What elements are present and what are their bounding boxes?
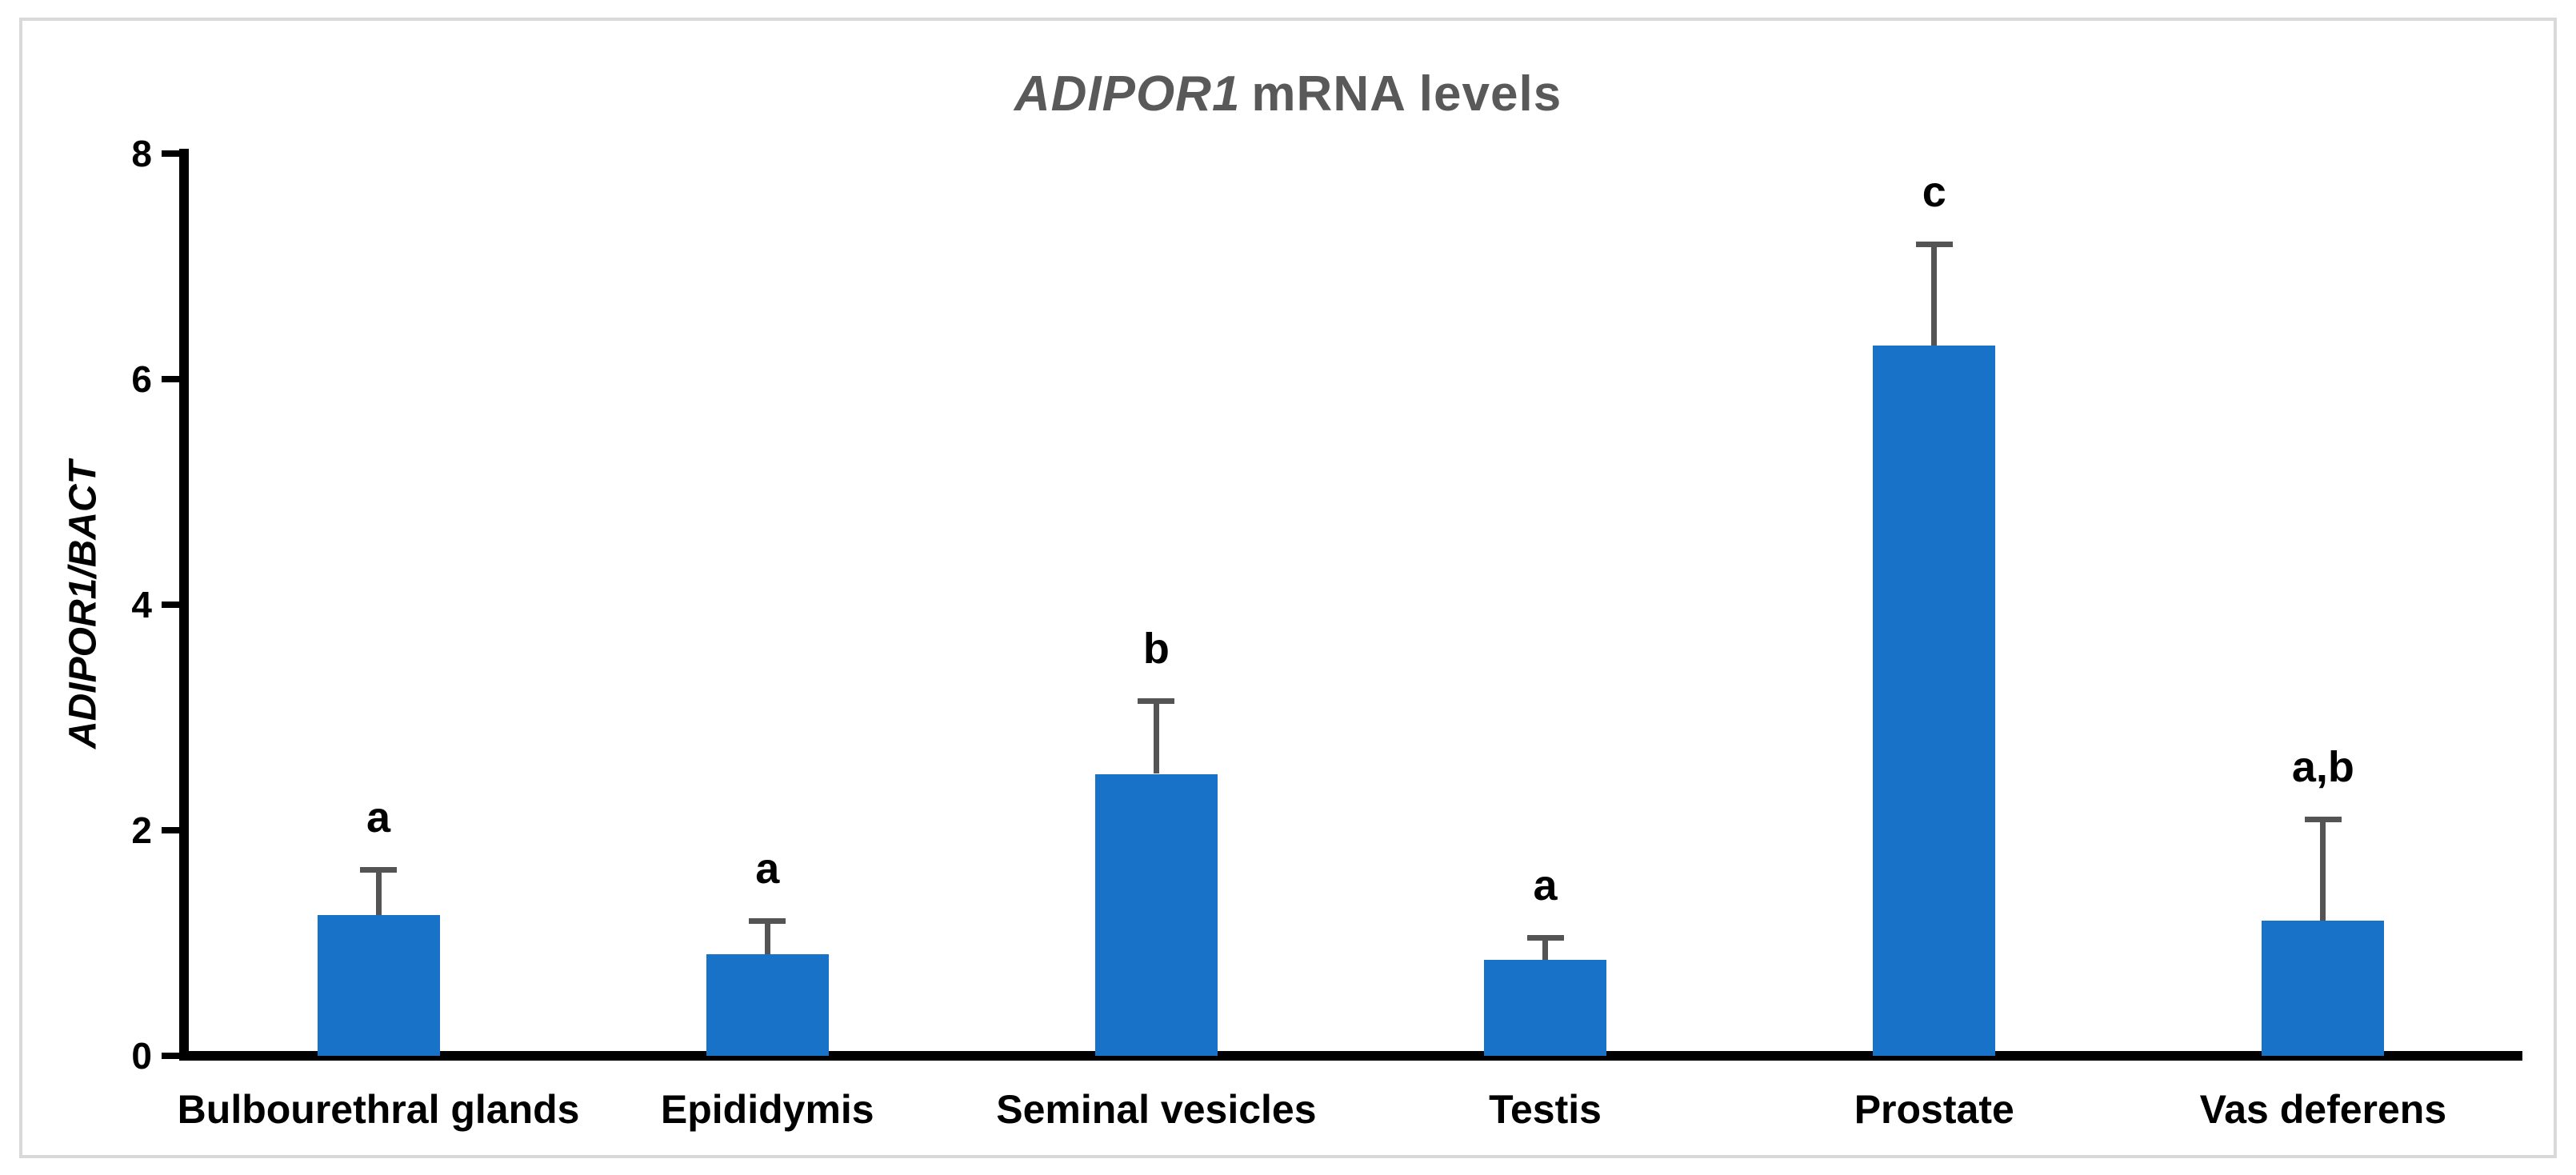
y-tick bbox=[162, 1053, 179, 1059]
error-bar-stem bbox=[2320, 818, 2326, 921]
y-tick bbox=[162, 827, 179, 833]
y-tick bbox=[162, 150, 179, 157]
error-bar-cap bbox=[360, 867, 398, 873]
bar bbox=[317, 914, 440, 1056]
y-tick-label: 6 bbox=[131, 358, 152, 400]
significance-letter: a bbox=[755, 844, 780, 893]
bar bbox=[2262, 920, 2385, 1056]
y-tick-label: 8 bbox=[131, 133, 152, 174]
significance-letter: c bbox=[1922, 167, 1946, 216]
category-label: Vas deferens bbox=[2199, 1087, 2447, 1132]
category-label: Prostate bbox=[1854, 1087, 2014, 1132]
y-axis-line bbox=[179, 149, 189, 1061]
y-tick bbox=[162, 601, 179, 608]
significance-letter: a bbox=[366, 793, 391, 842]
error-bar-stem bbox=[1542, 937, 1549, 961]
category-label: Bulbourethral glands bbox=[177, 1087, 580, 1132]
error-bar-cap bbox=[1526, 934, 1564, 941]
error-bar-stem bbox=[1931, 243, 1938, 346]
bar bbox=[1094, 773, 1218, 1056]
error-bar-stem bbox=[1153, 700, 1159, 774]
error-bar-cap bbox=[1915, 241, 1953, 247]
category-label: Seminal vesicles bbox=[996, 1087, 1317, 1132]
error-bar-cap bbox=[2304, 816, 2342, 822]
chart-title: ADIPOR1 mRNA levels bbox=[0, 66, 2576, 122]
bar bbox=[1484, 960, 1607, 1056]
x-axis-line bbox=[179, 1051, 2522, 1061]
error-bar-stem bbox=[764, 920, 770, 955]
error-bar-stem bbox=[375, 869, 382, 915]
chart-title-rest: mRNA levels bbox=[1251, 66, 1562, 122]
category-label: Testis bbox=[1489, 1087, 1602, 1132]
chart-frame bbox=[19, 18, 2557, 1158]
error-bar-cap bbox=[749, 917, 786, 924]
significance-letter: a bbox=[1533, 861, 1558, 909]
significance-letter: a,b bbox=[2291, 742, 2354, 791]
y-tick-label: 0 bbox=[131, 1035, 152, 1077]
chart-title-gene-italic: ADIPOR1 bbox=[1014, 66, 1241, 122]
y-tick-label: 2 bbox=[131, 809, 152, 851]
category-label: Epididymis bbox=[660, 1087, 874, 1132]
bar bbox=[706, 954, 829, 1056]
y-tick bbox=[162, 376, 179, 382]
y-tick-label: 4 bbox=[131, 584, 152, 625]
significance-letter: b bbox=[1142, 624, 1170, 673]
bar bbox=[1873, 345, 1996, 1056]
error-bar-cap bbox=[1138, 697, 1175, 704]
